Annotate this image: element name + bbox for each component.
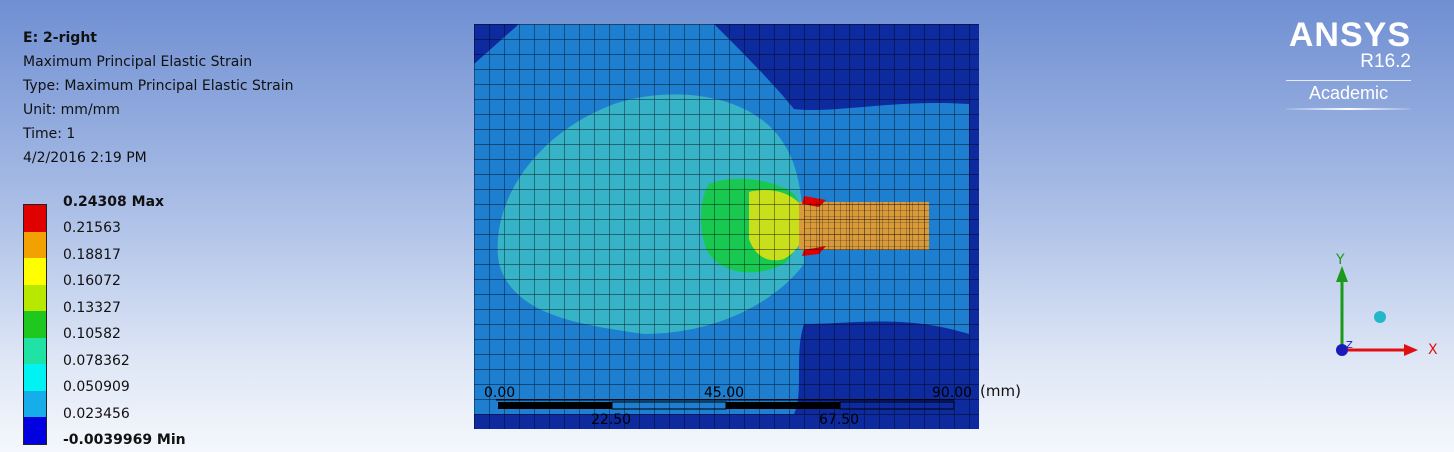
logo-underline (1286, 108, 1411, 110)
legend-max-label: 0.24308 Max (63, 194, 165, 210)
legend-label: 0.078362 (63, 353, 130, 369)
mesh-fine-grid (804, 202, 929, 250)
legend-label: 0.18817 (63, 247, 121, 263)
legend-min-label: -0.0039969 Min (63, 432, 186, 448)
result-name: Maximum Principal Elastic Strain (23, 54, 253, 70)
legend-label: 0.050909 (63, 379, 130, 395)
legend-swatch (24, 231, 46, 258)
y-arrow-head-icon (1336, 266, 1348, 282)
logo-divider (1286, 80, 1411, 81)
result-time: Time: 1 (23, 126, 76, 142)
scale-tick-label: 0.00 (484, 385, 515, 401)
x-arrow-head-icon (1404, 344, 1418, 356)
legend-label: 0.21563 (63, 220, 121, 236)
scale-tick-label: 90.00 (932, 385, 972, 401)
logo-name: ANSYS (1288, 16, 1411, 54)
legend-label: 0.023456 (63, 406, 130, 422)
legend-color-bar (23, 204, 47, 445)
contour-plot-viewport[interactable]: 0.00 45.00 90.00 22.50 67.50 (474, 24, 979, 429)
legend-swatch (24, 311, 46, 338)
legend-swatch (24, 390, 46, 417)
result-title: E: 2-right (23, 30, 97, 46)
legend-label: 0.16072 (63, 273, 121, 289)
result-info: E: 2-right Maximum Principal Elastic Str… (23, 26, 293, 170)
z-axis-dot-icon (1336, 344, 1348, 356)
scale-unit-label: (mm) (980, 382, 1021, 400)
legend-swatch (24, 364, 46, 391)
result-type: Type: Maximum Principal Elastic Strain (23, 78, 294, 94)
legend-swatch (24, 417, 46, 444)
legend-swatch (24, 284, 46, 311)
triad-sphere-icon (1374, 311, 1386, 323)
x-axis-label: X (1428, 342, 1438, 358)
coordinate-triad[interactable]: Y X Z (1326, 246, 1446, 376)
y-axis-label: Y (1335, 252, 1345, 268)
legend-swatch (24, 337, 46, 364)
logo-edition: Academic (1308, 83, 1389, 103)
legend-swatch (24, 205, 46, 232)
ansys-logo: ANSYS R16.2 Academic (1286, 18, 1411, 110)
logo-version: R16.2 (1360, 51, 1411, 72)
legend-swatch (24, 258, 46, 285)
scale-bar: 0.00 45.00 90.00 22.50 67.50 (484, 385, 972, 428)
scale-tick-label: 67.50 (819, 412, 859, 428)
scale-tick-label: 45.00 (704, 385, 744, 401)
legend-label: 0.13327 (63, 300, 121, 316)
scale-tick-label: 22.50 (591, 412, 631, 428)
result-unit: Unit: mm/mm (23, 102, 120, 118)
result-date: 4/2/2016 2:19 PM (23, 150, 147, 166)
z-axis-label: Z (1346, 340, 1353, 351)
legend-label: 0.10582 (63, 326, 121, 342)
